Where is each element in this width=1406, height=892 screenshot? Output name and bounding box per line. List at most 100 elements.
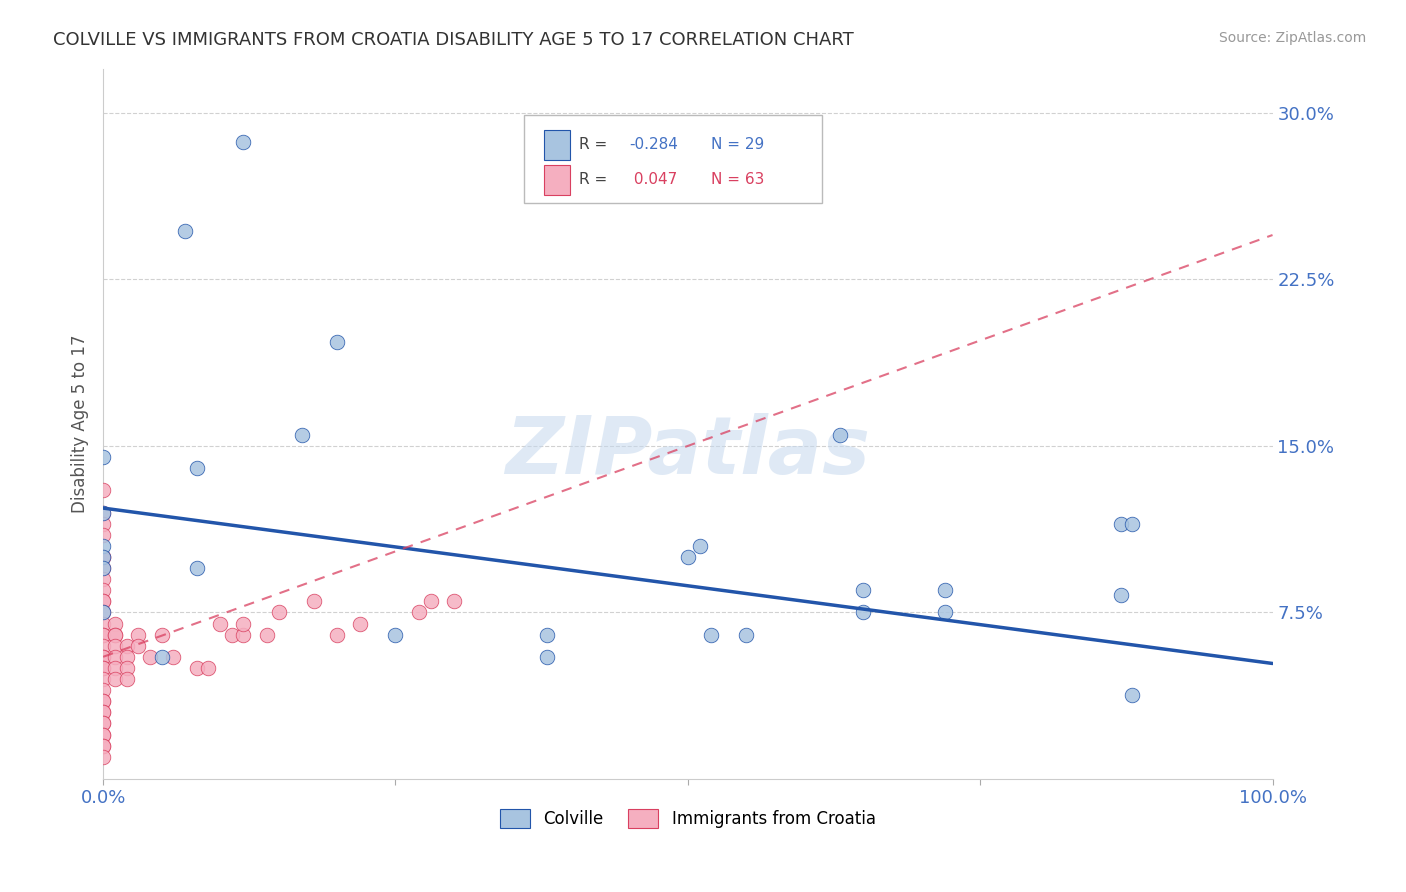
Point <box>186 561 208 575</box>
Point <box>91 706 114 720</box>
Point <box>115 672 138 686</box>
Point <box>676 549 699 564</box>
Point <box>104 661 127 675</box>
Point <box>91 549 114 564</box>
Point <box>267 606 290 620</box>
Point <box>419 594 441 608</box>
Point <box>91 506 114 520</box>
Legend: Colville, Immigrants from Croatia: Colville, Immigrants from Croatia <box>494 802 883 835</box>
Point <box>91 694 114 708</box>
Point <box>91 706 114 720</box>
Point <box>91 450 114 464</box>
Point <box>384 627 406 641</box>
Text: N = 29: N = 29 <box>711 137 765 153</box>
Point <box>91 739 114 753</box>
Point <box>91 561 114 575</box>
Point <box>700 627 723 641</box>
Point <box>326 627 349 641</box>
Point <box>162 649 184 664</box>
Bar <box>544 165 569 194</box>
Point <box>91 606 114 620</box>
Point <box>197 661 219 675</box>
Text: COLVILLE VS IMMIGRANTS FROM CROATIA DISABILITY AGE 5 TO 17 CORRELATION CHART: COLVILLE VS IMMIGRANTS FROM CROATIA DISA… <box>53 31 855 49</box>
Point <box>536 649 558 664</box>
Point <box>91 549 114 564</box>
Text: R =: R = <box>579 172 612 187</box>
Point <box>91 583 114 598</box>
Point <box>91 716 114 731</box>
Point <box>91 627 114 641</box>
Point <box>209 616 232 631</box>
Point <box>91 572 114 586</box>
Point <box>91 483 114 498</box>
Point <box>91 594 114 608</box>
Point <box>139 649 162 664</box>
Point <box>104 616 127 631</box>
Text: R =: R = <box>579 137 612 153</box>
Point <box>232 616 254 631</box>
Point <box>934 606 956 620</box>
Point <box>150 627 173 641</box>
Point <box>735 627 758 641</box>
Point <box>91 561 114 575</box>
Point <box>91 649 114 664</box>
Point <box>174 223 197 237</box>
Point <box>221 627 243 641</box>
Point <box>302 594 325 608</box>
Point <box>127 639 149 653</box>
Point <box>91 539 114 553</box>
Point <box>91 661 114 675</box>
Point <box>91 549 114 564</box>
Point <box>104 649 127 664</box>
Point <box>115 661 138 675</box>
Point <box>91 683 114 698</box>
Point <box>256 627 278 641</box>
Point <box>91 749 114 764</box>
Point <box>91 672 114 686</box>
Point <box>349 616 371 631</box>
Point <box>115 649 138 664</box>
Point <box>91 516 114 531</box>
Point <box>852 606 875 620</box>
Point <box>443 594 465 608</box>
Point <box>91 639 114 653</box>
Point <box>934 583 956 598</box>
Point <box>1121 688 1143 702</box>
Point <box>408 606 430 620</box>
Point <box>104 627 127 641</box>
Text: N = 63: N = 63 <box>711 172 765 187</box>
Point <box>536 627 558 641</box>
Point <box>104 672 127 686</box>
Point <box>104 639 127 653</box>
Point <box>91 594 114 608</box>
Point <box>104 627 127 641</box>
Point <box>1109 516 1132 531</box>
Point <box>127 627 149 641</box>
Point <box>1121 516 1143 531</box>
Point <box>91 727 114 741</box>
FancyBboxPatch shape <box>524 115 823 203</box>
Point <box>689 539 711 553</box>
Point <box>91 527 114 541</box>
Point <box>150 649 173 664</box>
Text: 0.047: 0.047 <box>630 172 678 187</box>
Y-axis label: Disability Age 5 to 17: Disability Age 5 to 17 <box>72 334 89 513</box>
Point <box>91 649 114 664</box>
Point <box>291 427 314 442</box>
Point <box>232 627 254 641</box>
Point <box>91 661 114 675</box>
Point <box>232 135 254 149</box>
Point <box>91 506 114 520</box>
Point <box>91 616 114 631</box>
Point <box>186 661 208 675</box>
Point <box>91 606 114 620</box>
Point <box>91 727 114 741</box>
Point <box>1109 588 1132 602</box>
Point <box>91 694 114 708</box>
Bar <box>544 130 569 160</box>
Text: -0.284: -0.284 <box>630 137 678 153</box>
Point <box>91 739 114 753</box>
Text: ZIPatlas: ZIPatlas <box>505 413 870 491</box>
Point <box>828 427 851 442</box>
Point <box>91 627 114 641</box>
